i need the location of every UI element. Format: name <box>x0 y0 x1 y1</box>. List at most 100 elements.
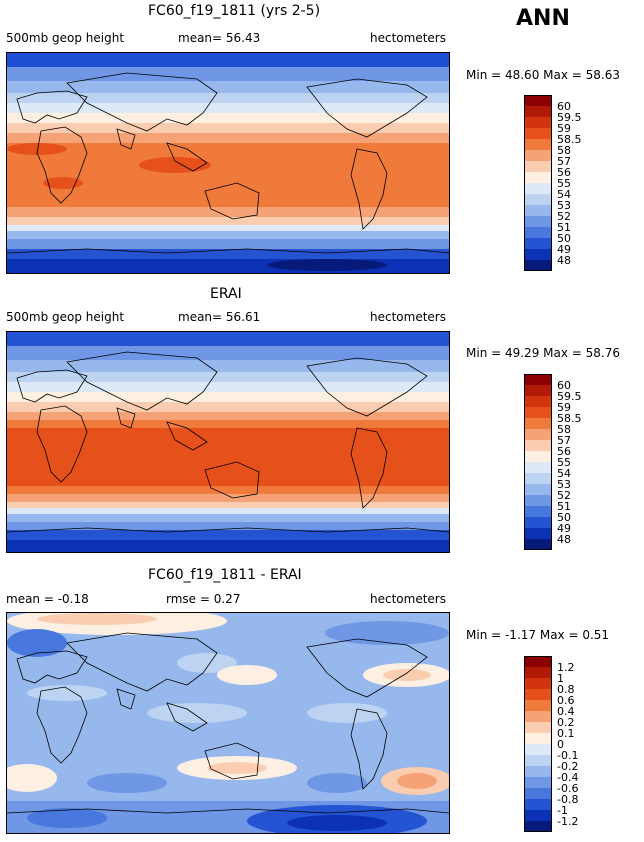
colorbar-swatch <box>524 172 552 184</box>
colorbar-swatch <box>524 374 552 386</box>
colorbar-tick-label: 0.6 <box>557 693 575 707</box>
colorbar-tick-label: 58 <box>557 143 571 157</box>
colorbar-swatch <box>524 227 552 239</box>
colorbar-tick-label: 53 <box>557 477 571 491</box>
colorbar-swatch <box>524 755 552 767</box>
colorbar-erai <box>524 374 552 551</box>
min-max-label: Min = -1.17 Max = 0.51 <box>466 628 610 642</box>
colorbar-tick-label: 59 <box>557 400 571 414</box>
mean-label: mean= 56.43 <box>178 31 261 45</box>
colorbar-tick-label: 58 <box>557 422 571 436</box>
colorbar-swatch <box>524 205 552 217</box>
colorbar-tick-label: 57 <box>557 154 571 168</box>
colorbar-swatch <box>524 396 552 408</box>
colorbar-swatch <box>524 249 552 261</box>
colorbar-swatch <box>524 139 552 151</box>
colorbar-tick-label: -1 <box>557 803 568 817</box>
colorbar-tick-label: 48 <box>557 532 571 546</box>
colorbar-tick-label: 59.5 <box>557 389 582 403</box>
colorbar-tick-label: 59 <box>557 121 571 135</box>
colorbar-swatch <box>524 766 552 778</box>
colorbar-swatch <box>524 700 552 712</box>
colorbar-tick-label: -0.2 <box>557 759 579 773</box>
colorbar-tick-label: 52 <box>557 488 571 502</box>
colorbar-swatch <box>524 385 552 397</box>
colorbar-swatch <box>524 711 552 723</box>
colorbar-tick-label: 53 <box>557 198 571 212</box>
season-label: ANN <box>516 6 570 31</box>
colorbar-tick-label: 60 <box>557 99 571 113</box>
units-label: hectometers <box>370 592 446 606</box>
colorbar-swatch <box>524 722 552 734</box>
colorbar-swatch <box>524 128 552 140</box>
colorbar-swatch <box>524 194 552 206</box>
colorbar-swatch <box>524 216 552 228</box>
colorbar-swatch <box>524 821 552 833</box>
colorbar-tick-label: 50 <box>557 231 571 245</box>
colorbar-swatch <box>524 484 552 496</box>
colorbar-swatch <box>524 667 552 679</box>
colorbar-tick-label: -0.4 <box>557 770 579 784</box>
colorbar-model <box>524 95 552 272</box>
colorbar-swatch <box>524 799 552 811</box>
colorbar-swatch <box>524 656 552 668</box>
colorbar-swatches <box>524 95 552 272</box>
rmse-label: rmse = 0.27 <box>166 592 241 606</box>
colorbar-swatch <box>524 238 552 250</box>
colorbar-swatch <box>524 744 552 756</box>
colorbar-swatches <box>524 656 552 833</box>
colorbar-swatch <box>524 678 552 690</box>
colorbar-swatch <box>524 777 552 789</box>
colorbar-tick-label: 57 <box>557 433 571 447</box>
colorbar-tick-label: 51 <box>557 220 571 234</box>
colorbar-tick-label: 58.5 <box>557 132 582 146</box>
colorbar-tick-label: 49 <box>557 521 571 535</box>
colorbar-tick-label: -1.2 <box>557 814 579 828</box>
colorbar-swatch <box>524 260 552 272</box>
colorbar-swatch <box>524 495 552 507</box>
colorbar-swatch <box>524 440 552 452</box>
panel-title: FC60_f19_1811 (yrs 2-5) <box>148 3 321 19</box>
colorbar-border <box>524 656 552 832</box>
colorbar-border <box>524 95 552 271</box>
colorbar-swatch <box>524 183 552 195</box>
colorbar-swatch <box>524 733 552 745</box>
colorbar-swatch <box>524 473 552 485</box>
colorbar-tick-label: 48 <box>557 253 571 267</box>
colorbar-swatch <box>524 418 552 430</box>
colorbar-tick-label: 54 <box>557 187 571 201</box>
colorbar-tick-label: 55 <box>557 455 571 469</box>
variable-label: 500mb geop height <box>6 310 125 324</box>
colorbar-tick-label: 0.4 <box>557 704 575 718</box>
colorbar-swatch <box>524 95 552 107</box>
colorbar-swatch <box>524 106 552 118</box>
colorbar-tick-label: 56 <box>557 165 571 179</box>
map-panel-difference <box>6 612 450 834</box>
colorbar-tick-label: 55 <box>557 176 571 190</box>
units-label: hectometers <box>370 310 446 324</box>
colorbar-tick-label: 0.1 <box>557 726 575 740</box>
colorbar-swatch <box>524 429 552 441</box>
colorbar-tick-label: 51 <box>557 499 571 513</box>
colorbar-tick-label: 0.2 <box>557 715 575 729</box>
colorbar-swatch <box>524 161 552 173</box>
colorbar-tick-label: -0.8 <box>557 792 579 806</box>
colorbar-tick-label: 59.5 <box>557 110 582 124</box>
units-label: hectometers <box>370 31 446 45</box>
colorbar-tick-label: -0.1 <box>557 748 579 762</box>
variable-label: 500mb geop height <box>6 31 125 45</box>
colorbar-swatch <box>524 150 552 162</box>
colorbar-swatch <box>524 117 552 129</box>
panel-title: ERAI <box>210 286 242 302</box>
colorbar-swatch <box>524 407 552 419</box>
mean-label: mean= 56.61 <box>178 310 261 324</box>
colorbar-tick-label: 52 <box>557 209 571 223</box>
colorbar-tick-label: 49 <box>557 242 571 256</box>
min-max-label: Min = 49.29 Max = 58.76 <box>466 346 620 360</box>
colorbar-tick-label: 1 <box>557 671 564 685</box>
colorbar-tick-label: -0.6 <box>557 781 579 795</box>
colorbar-tick-label: 1.2 <box>557 660 575 674</box>
colorbar-swatch <box>524 462 552 474</box>
colorbar-tick-label: 58.5 <box>557 411 582 425</box>
colorbar-tick-label: 54 <box>557 466 571 480</box>
